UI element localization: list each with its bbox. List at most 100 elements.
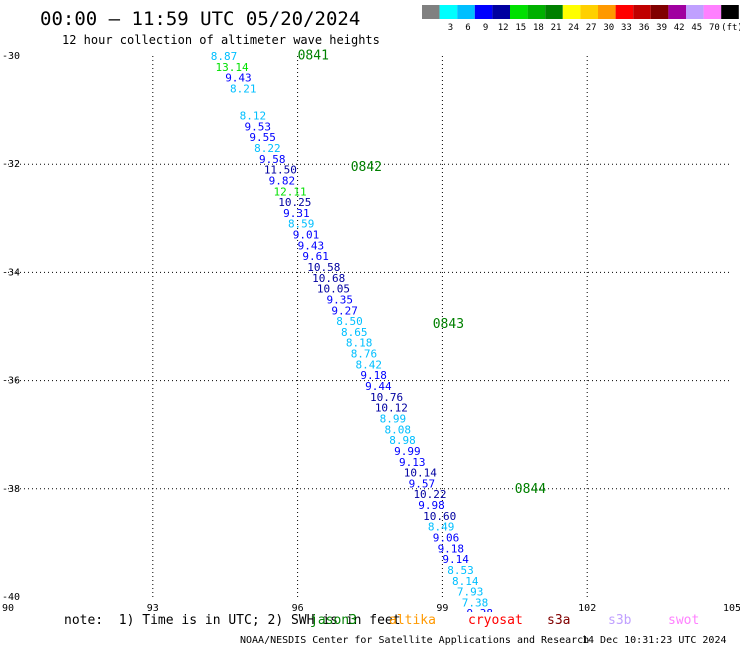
x-tick-label: 90 bbox=[2, 603, 14, 612]
data-point-label: 13.14 bbox=[216, 61, 249, 74]
colorbar-label: 39 bbox=[656, 23, 667, 33]
y-tick-label: -32 bbox=[2, 159, 20, 170]
colorbar-label: 33 bbox=[621, 23, 632, 33]
time-label: 0842 bbox=[351, 160, 382, 175]
data-point-label: 9.01 bbox=[293, 229, 320, 242]
satellite-legend-swot: swot bbox=[668, 613, 700, 628]
time-label: 0843 bbox=[433, 317, 464, 332]
colorbar-label: 70 bbox=[709, 23, 720, 33]
data-point-label: 8.50 bbox=[336, 315, 363, 328]
data-point-label: 9.14 bbox=[442, 553, 469, 566]
y-tick-label: -30 bbox=[2, 51, 20, 62]
plot-frame bbox=[8, 56, 732, 597]
colorbar-swatch bbox=[474, 5, 493, 19]
data-point-label: 7.93 bbox=[457, 586, 484, 599]
chart-title: 00:00 — 11:59 UTC 05/20/2024 bbox=[40, 8, 361, 30]
colorbar-swatch bbox=[562, 5, 581, 19]
data-point-label: 8.12 bbox=[240, 110, 267, 123]
data-point-label: 9.44 bbox=[365, 380, 392, 393]
colorbar-label: 15 bbox=[515, 23, 526, 33]
data-point-label: 9.55 bbox=[249, 131, 275, 144]
footer-generated-date: 14 Dec 10:31:23 UTC 2024 bbox=[582, 635, 727, 646]
data-point-label: 8.76 bbox=[351, 348, 378, 361]
colorbar-label: 45 bbox=[691, 23, 702, 33]
colorbar-swatch bbox=[422, 5, 440, 19]
data-point-label: 7.38 bbox=[462, 596, 489, 609]
data-point-label: 8.53 bbox=[447, 564, 474, 577]
colorbar-swatch bbox=[492, 5, 510, 19]
y-tick-label: -34 bbox=[2, 267, 20, 278]
colorbar-label: 9 bbox=[483, 23, 488, 33]
colorbar-swatch bbox=[686, 5, 704, 19]
data-point-label: 9.98 bbox=[418, 499, 445, 512]
footer-credit: NOAA/NESDIS Center for Satellite Applica… bbox=[240, 635, 590, 646]
satellite-legend-jason3: jason3 bbox=[310, 613, 357, 628]
data-point-label: 9.06 bbox=[433, 531, 460, 544]
chart-subtitle: 12 hour collection of altimeter wave hei… bbox=[62, 33, 380, 47]
y-tick-label: -38 bbox=[2, 484, 20, 495]
data-point-label: 9.13 bbox=[399, 456, 426, 469]
data-point-label: 9.43 bbox=[298, 239, 325, 252]
colorbar-label: 36 bbox=[639, 23, 650, 33]
data-point-label: 10.68 bbox=[312, 272, 345, 285]
data-point-label: 8.21 bbox=[230, 82, 257, 95]
data-point-label: 9.53 bbox=[245, 120, 271, 133]
data-point-label: 9.82 bbox=[269, 174, 296, 187]
colorbar-label: 12 bbox=[498, 23, 509, 33]
data-point-label: 9.31 bbox=[283, 207, 310, 220]
colorbar-swatch bbox=[721, 5, 739, 19]
data-point-label: 8.65 bbox=[341, 326, 368, 339]
x-tick-label: 93 bbox=[147, 603, 159, 612]
colorbar-swatch bbox=[545, 5, 563, 19]
colorbar-swatch bbox=[439, 5, 458, 19]
data-point-label: 9.35 bbox=[327, 293, 354, 306]
data-point-label: 8.59 bbox=[288, 218, 315, 231]
data-point-label: 10.12 bbox=[375, 402, 408, 415]
x-tick-label: 99 bbox=[436, 603, 448, 612]
data-point-label: 10.05 bbox=[317, 283, 350, 296]
colorbar-swatch bbox=[598, 5, 616, 19]
x-tick-label: 105 bbox=[723, 603, 740, 612]
data-point-label: 9.38 bbox=[467, 607, 494, 612]
colorbar-label: 24 bbox=[568, 23, 579, 33]
data-point-label: 9.58 bbox=[259, 153, 286, 166]
colorbar-label: 42 bbox=[674, 23, 685, 33]
colorbar-swatch bbox=[650, 5, 669, 19]
data-point-label: 9.18 bbox=[360, 369, 387, 382]
data-point-label: 10.14 bbox=[404, 467, 437, 480]
satellite-legend-s3a: s3a bbox=[547, 613, 571, 628]
satellite-legend-altika: altika bbox=[389, 613, 436, 628]
data-point-label: 8.42 bbox=[356, 358, 383, 371]
satellite-legend-cryosat: cryosat bbox=[468, 613, 523, 628]
data-point-label: 9.43 bbox=[225, 72, 252, 85]
data-point-label: 9.18 bbox=[438, 542, 465, 555]
data-point-label: 8.99 bbox=[380, 412, 407, 425]
data-point-label: 10.22 bbox=[413, 488, 446, 501]
data-point-label: 10.76 bbox=[370, 391, 403, 404]
x-tick-label: 102 bbox=[578, 603, 596, 612]
colorbar-label: 18 bbox=[533, 23, 544, 33]
data-point-label: 10.25 bbox=[278, 196, 311, 209]
data-point-label: 8.98 bbox=[389, 434, 416, 447]
data-point-label: 11.50 bbox=[264, 164, 297, 177]
time-label: 0844 bbox=[515, 482, 546, 497]
colorbar-swatch bbox=[457, 5, 475, 19]
x-tick-label: 96 bbox=[292, 603, 304, 612]
data-point-label: 12.11 bbox=[273, 185, 306, 198]
data-point-label: 9.27 bbox=[331, 304, 358, 317]
chart-area: 90 93 96 99 102 105-30-32-34-36-38-408.8713.1… bbox=[2, 5, 740, 612]
data-point-label: 9.99 bbox=[394, 445, 421, 458]
colorbar-label: 3 bbox=[448, 23, 453, 33]
colorbar-swatch bbox=[633, 5, 651, 19]
data-point-label: 9.61 bbox=[302, 250, 329, 263]
footer-note: note: 1) Time is in UTC; 2) SWH is in fe… bbox=[64, 613, 401, 628]
satellite-legend-s3b: s3b bbox=[608, 613, 632, 628]
data-point-label: 8.49 bbox=[428, 521, 455, 534]
colorbar-swatch bbox=[580, 5, 598, 19]
data-point-label: 8.22 bbox=[254, 142, 281, 155]
colorbar-swatch bbox=[615, 5, 634, 19]
colorbar-label: 30 bbox=[603, 23, 614, 33]
colorbar-label: 21 bbox=[551, 23, 562, 33]
colorbar-swatch bbox=[703, 5, 722, 19]
data-point-label: 8.18 bbox=[346, 337, 373, 350]
